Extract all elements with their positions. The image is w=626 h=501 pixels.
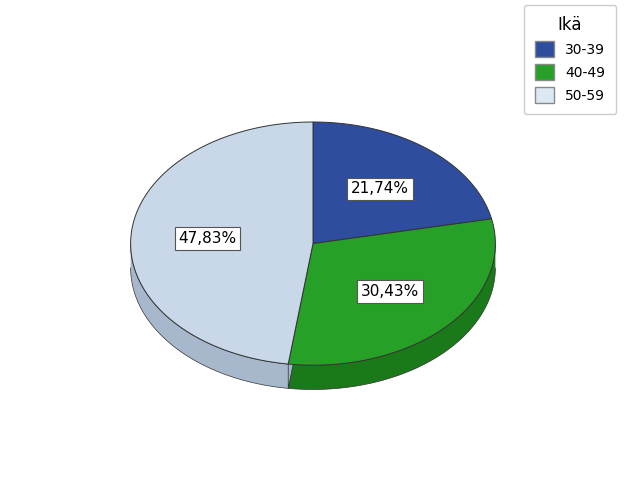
Polygon shape — [288, 243, 313, 388]
Polygon shape — [288, 219, 495, 365]
Polygon shape — [131, 122, 313, 364]
Polygon shape — [313, 122, 491, 243]
Text: 30,43%: 30,43% — [361, 284, 419, 299]
Polygon shape — [288, 243, 313, 388]
Legend: 30-39, 40-49, 50-59: 30-39, 40-49, 50-59 — [523, 5, 617, 114]
Polygon shape — [131, 243, 288, 388]
Text: 47,83%: 47,83% — [178, 231, 237, 246]
Polygon shape — [288, 244, 495, 389]
Text: 21,74%: 21,74% — [351, 181, 409, 196]
